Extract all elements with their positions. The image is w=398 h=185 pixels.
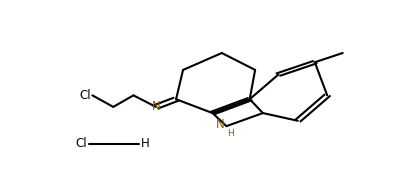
Text: H: H — [227, 129, 234, 138]
Text: H: H — [140, 137, 149, 150]
Text: Cl: Cl — [79, 89, 91, 102]
Text: N: N — [152, 100, 160, 113]
Text: Cl: Cl — [75, 137, 87, 150]
Text: N: N — [216, 118, 225, 131]
